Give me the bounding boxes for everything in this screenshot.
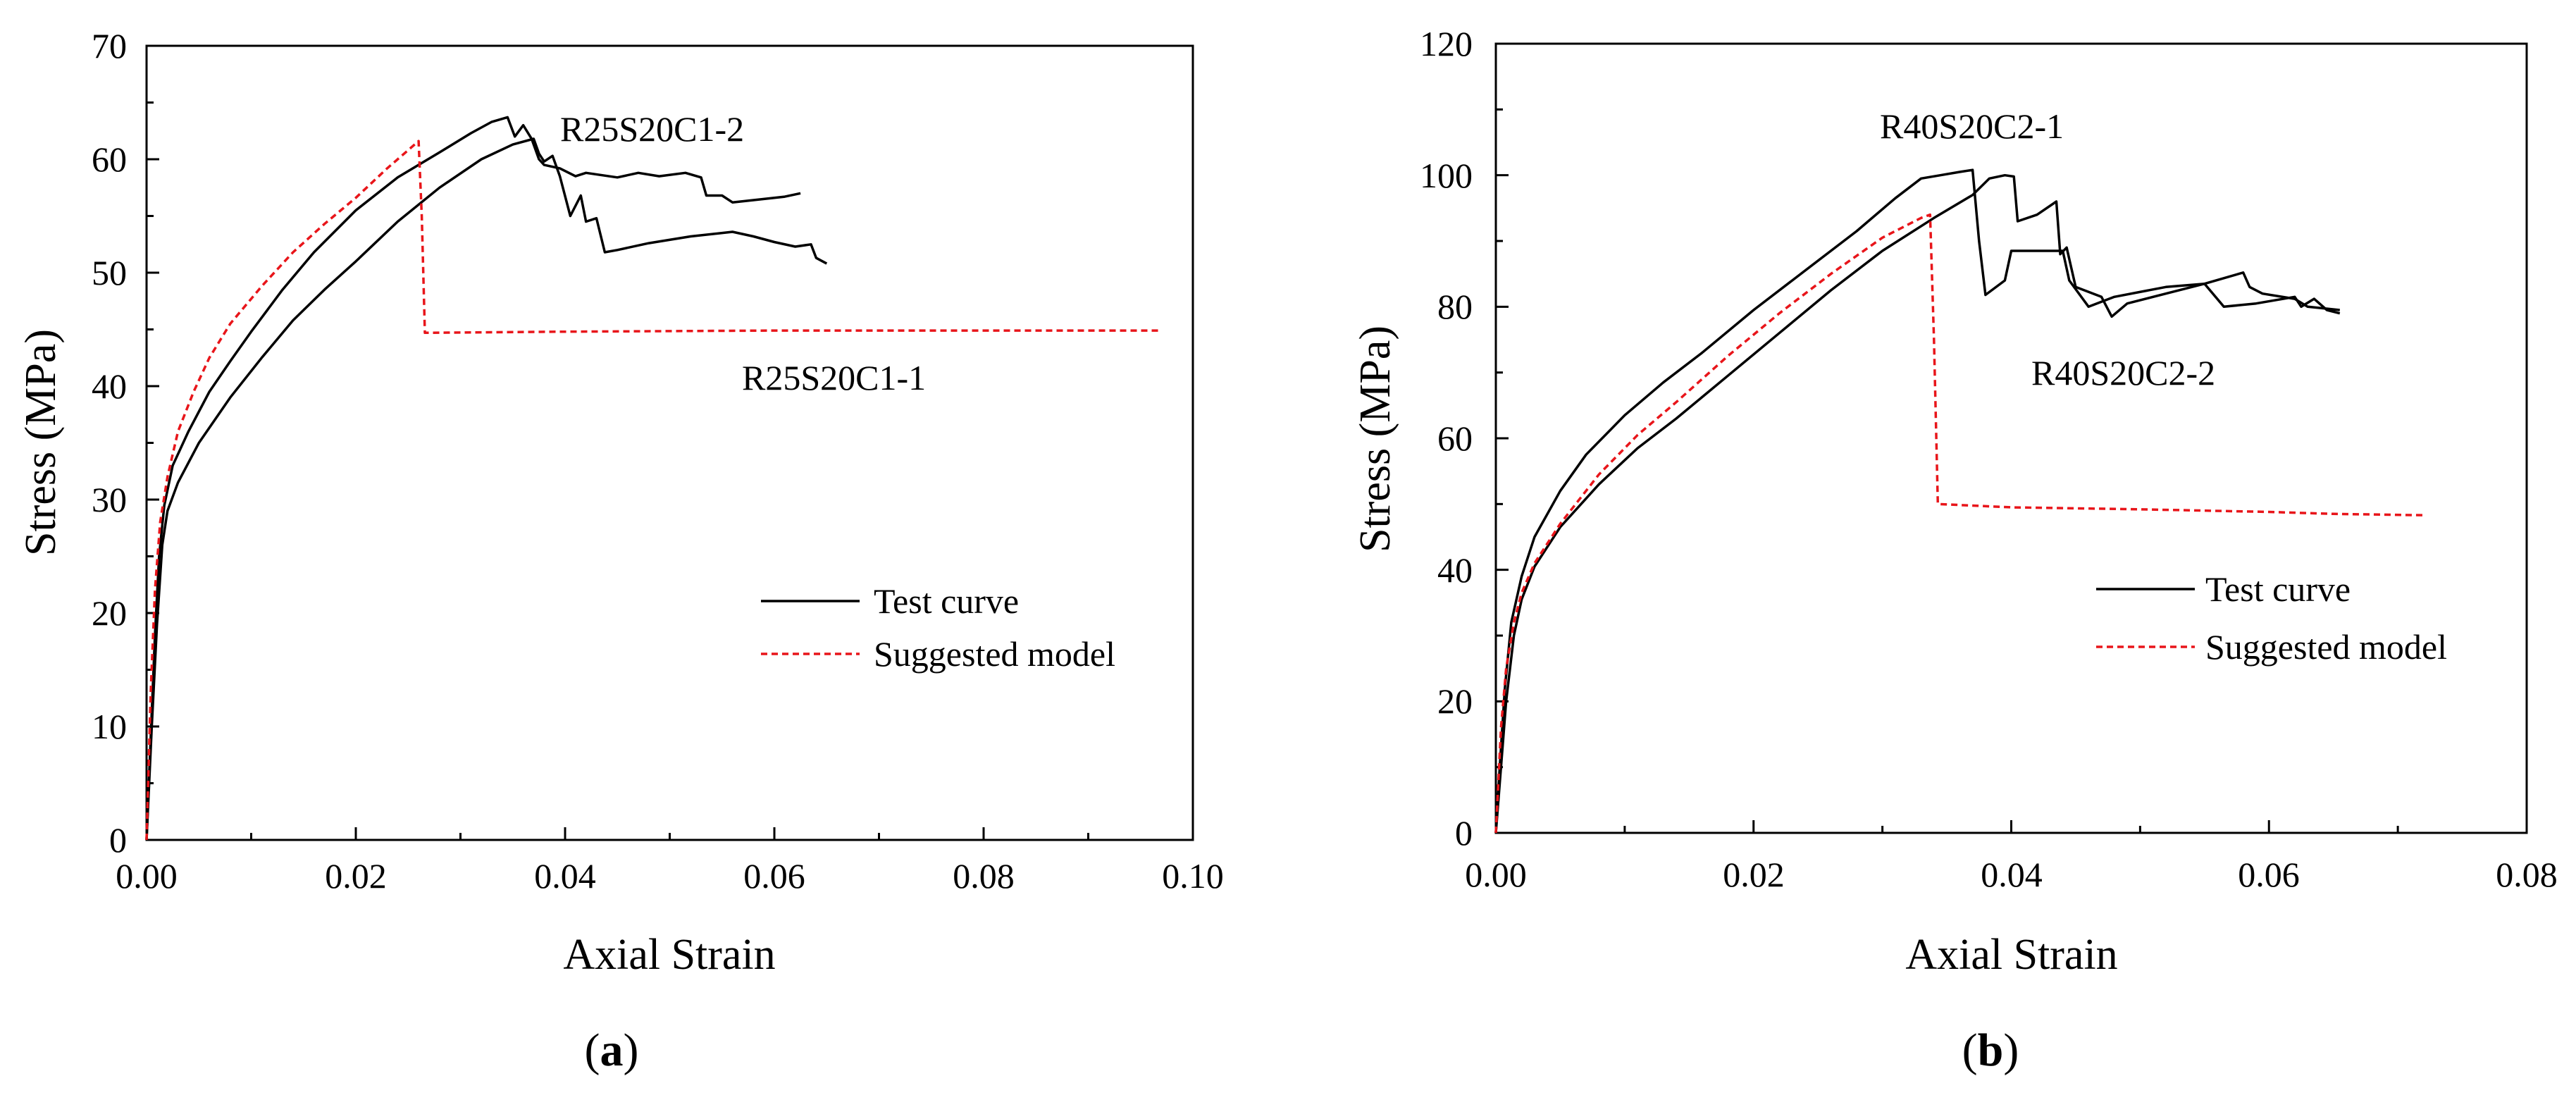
y-tick-label: 100 <box>1420 156 1473 195</box>
panel-letter-a: a <box>600 1025 624 1076</box>
panel-label-a: (a) <box>585 1025 639 1076</box>
x-axis-title: Axial Strain <box>1905 931 2117 979</box>
axis-ticks-a <box>145 44 1194 841</box>
series-layer-b <box>1494 168 2424 834</box>
legend-label-test: Test curve <box>2205 569 2351 609</box>
y-axis-title: Stress (MPa) <box>17 329 65 556</box>
y-axis-title: Stress (MPa) <box>1351 326 1399 552</box>
x-tick-label: 0.00 <box>1465 855 1527 894</box>
curve-label: R25S20C1-2 <box>560 109 744 149</box>
y-tick-label: 30 <box>92 480 127 519</box>
legend-label-test: Test curve <box>874 581 1019 621</box>
x-tick-labels-b: 0.00 0.02 0.04 0.06 0.08 <box>1465 855 2558 894</box>
series-layer-a <box>145 116 1162 841</box>
x-tick-label: 0.08 <box>953 856 1015 896</box>
legend-label-model: Suggested model <box>874 634 1115 674</box>
curve-label: R25S20C1-1 <box>742 358 926 397</box>
y-tick-label: 80 <box>1437 287 1473 326</box>
y-tick-label: 0 <box>1455 813 1473 853</box>
y-tick-labels-b: 0 20 40 60 80 100 120 <box>1420 24 1473 853</box>
plot-frame-a <box>145 44 1194 841</box>
y-tick-label: 60 <box>92 140 127 179</box>
y-tick-label: 0 <box>109 820 127 860</box>
x-tick-label: 0.04 <box>1981 855 2043 894</box>
x-tick-label: 0.08 <box>2496 855 2558 894</box>
legend-a: Test curve Suggested model <box>761 581 1115 674</box>
x-tick-labels-a: 0.00 0.02 0.04 0.06 0.08 0.10 <box>116 856 1224 896</box>
x-tick-label: 0.06 <box>2238 855 2300 894</box>
y-tick-label: 40 <box>92 366 127 406</box>
x-tick-label: 0.10 <box>1162 856 1224 896</box>
test-curve <box>1494 173 2340 834</box>
model-curve <box>145 140 1162 841</box>
chart-panel-a: 0.00 0.02 0.04 0.06 0.08 0.10 0 10 20 30… <box>17 26 1224 1076</box>
chart-panel-b: 0.00 0.02 0.04 0.06 0.08 0 20 40 60 80 1… <box>1351 24 2558 1076</box>
y-tick-labels-a: 0 10 20 30 40 50 60 70 <box>92 26 127 860</box>
y-tick-label: 120 <box>1420 24 1473 63</box>
x-tick-label: 0.00 <box>116 856 178 896</box>
y-tick-label: 60 <box>1437 419 1473 458</box>
y-tick-label: 10 <box>92 707 127 746</box>
y-tick-label: 70 <box>92 26 127 66</box>
x-tick-label: 0.04 <box>534 856 596 896</box>
model-curve <box>1494 213 2424 834</box>
panel-label-b: (b) <box>1962 1025 2019 1076</box>
legend-label-model: Suggested model <box>2205 627 2447 667</box>
y-tick-label: 20 <box>92 593 127 633</box>
test-curve <box>145 116 801 841</box>
test-curve <box>145 137 828 841</box>
y-tick-label: 50 <box>92 253 127 292</box>
x-axis-title: Axial Strain <box>563 931 775 979</box>
y-tick-label: 20 <box>1437 681 1473 721</box>
test-curve <box>1494 168 2341 834</box>
panel-letter-b: b <box>1978 1025 2004 1076</box>
curve-label: R40S20C2-2 <box>2031 353 2215 392</box>
x-tick-label: 0.02 <box>1723 855 1785 894</box>
curve-label: R40S20C2-1 <box>1880 106 2064 146</box>
x-tick-label: 0.02 <box>325 856 387 896</box>
legend-b: Test curve Suggested model <box>2096 569 2447 667</box>
x-tick-label: 0.06 <box>743 856 805 896</box>
y-tick-label: 40 <box>1437 550 1473 590</box>
